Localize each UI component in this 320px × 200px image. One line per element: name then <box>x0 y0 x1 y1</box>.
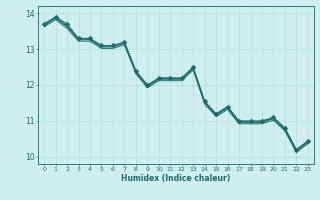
X-axis label: Humidex (Indice chaleur): Humidex (Indice chaleur) <box>121 174 231 183</box>
